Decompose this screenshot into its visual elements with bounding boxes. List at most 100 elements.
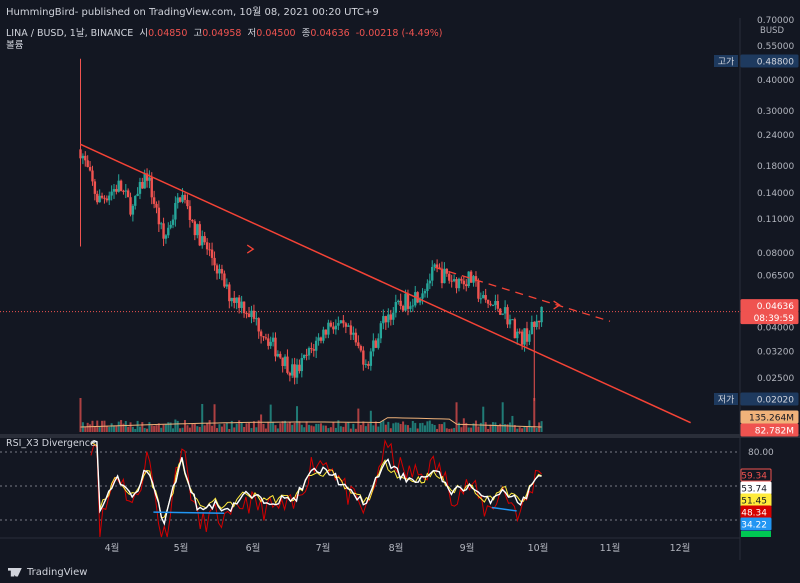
candle-body <box>411 305 415 307</box>
candle-body <box>274 337 277 357</box>
volume-bar <box>364 426 367 432</box>
volume-bar <box>208 420 211 432</box>
candle-body <box>452 279 456 282</box>
volume-bar <box>349 428 352 432</box>
volume-bar <box>298 421 301 432</box>
candle-body <box>164 235 168 239</box>
volume-bar <box>455 402 458 432</box>
time-tick-label: 11월 <box>600 542 621 554</box>
volume-bar <box>460 427 463 432</box>
volume-bar <box>533 398 536 432</box>
volume-bar <box>308 424 310 432</box>
candle-body <box>525 328 529 342</box>
volume-bar <box>136 420 139 432</box>
volume-bar <box>513 424 516 432</box>
volume-bar <box>525 426 528 432</box>
candle-body <box>198 224 201 246</box>
tradingview-logo[interactable]: TradingView <box>8 567 87 578</box>
candle-body <box>337 323 340 326</box>
volume-bar <box>255 427 258 432</box>
candle-body <box>100 195 104 198</box>
volume-bar <box>322 425 325 432</box>
volume-bar <box>296 406 299 432</box>
volume-bar <box>279 423 282 432</box>
currency-label: BUSD <box>760 26 784 36</box>
volume-bar <box>382 420 385 432</box>
candle-body <box>186 199 189 207</box>
low-label: 저 <box>247 28 257 39</box>
candle-body <box>141 182 144 189</box>
candle-body <box>237 297 241 308</box>
candle-body <box>448 273 451 281</box>
countdown-badge <box>740 311 799 325</box>
volume-bar <box>501 402 504 432</box>
candle-body <box>423 290 427 294</box>
candle-body <box>418 298 422 303</box>
volume-bar <box>465 422 468 432</box>
volume-bar <box>352 423 355 432</box>
candle-body <box>494 301 497 306</box>
volume-bar <box>414 422 417 432</box>
candle-body <box>387 314 390 323</box>
candle-body <box>399 300 402 307</box>
candle-body <box>540 306 543 323</box>
axes: 0.70000 0.55000 0.40000 0.30000 0.24000 0.180… <box>105 16 799 554</box>
divergence-line <box>491 506 517 512</box>
volume-bar <box>291 424 294 432</box>
candle-body <box>196 224 199 236</box>
volume-bar <box>482 406 485 432</box>
volume-badge-text: 82.782M <box>755 427 794 437</box>
candle-body <box>467 271 470 287</box>
volume-bar <box>354 428 357 432</box>
candle-body <box>115 189 118 192</box>
volume-bar <box>267 421 270 432</box>
volume-bar <box>84 426 87 432</box>
candle-body <box>455 279 458 289</box>
candle-body <box>369 351 373 366</box>
volume-bar <box>440 424 443 432</box>
candle-body <box>377 338 380 348</box>
price-tick-label: 0.14000 <box>757 189 794 199</box>
candle-body <box>479 298 483 300</box>
high-value: 0.04958 <box>202 28 242 39</box>
rsi-value-badge-text: 34.22 <box>741 521 767 531</box>
volume-bar <box>201 403 204 432</box>
volume-bar <box>220 426 223 432</box>
volume-bar <box>117 421 120 432</box>
symbol-legend: LINA / BUSD, 1날, BINANCE 시0.04850 고0.049… <box>6 25 442 39</box>
candle-body <box>152 197 156 204</box>
volume-bar <box>79 398 82 432</box>
volume-bar <box>406 425 409 432</box>
candle-body <box>482 295 485 299</box>
volume-bar <box>167 422 170 432</box>
volume-bar <box>216 428 218 432</box>
candle-body <box>281 357 284 367</box>
volume-ma-badge <box>740 410 799 424</box>
volume-bar <box>269 404 272 432</box>
volume-bar <box>203 425 206 432</box>
candle-body <box>339 320 343 324</box>
candle-body <box>489 303 492 306</box>
rsi-value-badge <box>740 468 772 482</box>
rsi-value-badge-text: 59.34 <box>741 472 767 482</box>
volume-bar <box>218 424 221 432</box>
candle-body <box>379 323 383 339</box>
volume-bar <box>198 426 201 432</box>
candle-body <box>276 353 280 357</box>
candle-body <box>257 318 260 332</box>
top-bar: HummingBird- published on TradingView.co… <box>0 0 740 18</box>
price-tick-label: 0.04000 <box>757 324 794 334</box>
candle-body <box>255 318 258 320</box>
volume-bar <box>379 422 382 432</box>
candle-body <box>88 166 92 171</box>
candle-body <box>506 307 509 325</box>
rsi-value-badge-text: 48.34 <box>741 509 767 519</box>
volume-bar <box>499 423 502 432</box>
candle-body <box>334 325 338 330</box>
volume-bar <box>164 424 167 432</box>
candle-body <box>359 346 363 351</box>
candle-body <box>155 203 158 208</box>
candle-body <box>235 297 238 303</box>
candle-body <box>240 301 243 308</box>
